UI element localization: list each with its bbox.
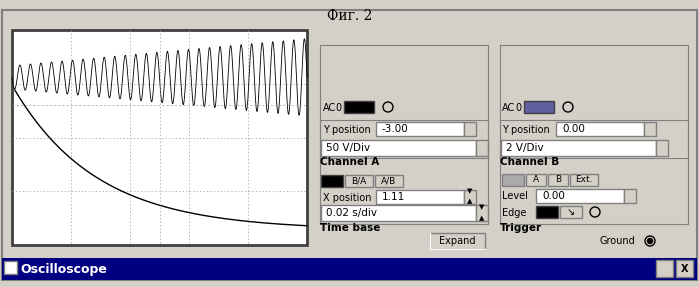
Bar bbox=[502, 174, 524, 186]
Text: Level: Level bbox=[502, 191, 528, 201]
Text: AC: AC bbox=[323, 103, 336, 113]
Bar bbox=[501, 140, 656, 156]
Text: A/B: A/B bbox=[382, 177, 396, 185]
Text: Channel A: Channel A bbox=[320, 157, 380, 167]
Text: 1.11: 1.11 bbox=[382, 192, 405, 202]
Text: 0.02 s/div: 0.02 s/div bbox=[326, 208, 377, 218]
Text: -3.00: -3.00 bbox=[382, 124, 409, 134]
Bar bbox=[464, 122, 476, 136]
Text: Ground: Ground bbox=[600, 236, 636, 246]
Bar bbox=[536, 189, 624, 203]
Bar bbox=[4, 261, 17, 274]
Bar bbox=[345, 175, 373, 187]
Bar bbox=[624, 189, 636, 203]
Text: 0: 0 bbox=[515, 103, 521, 113]
Text: ▲: ▲ bbox=[468, 198, 473, 204]
Bar bbox=[464, 190, 476, 204]
Circle shape bbox=[563, 102, 573, 112]
Circle shape bbox=[383, 102, 393, 112]
Bar bbox=[430, 233, 485, 249]
Text: 0: 0 bbox=[335, 103, 341, 113]
Text: X: X bbox=[681, 263, 689, 274]
Text: 0.00: 0.00 bbox=[542, 191, 565, 201]
Bar bbox=[476, 205, 488, 221]
Text: Expand: Expand bbox=[439, 236, 475, 246]
Bar bbox=[676, 260, 693, 277]
Text: Y position: Y position bbox=[502, 125, 549, 135]
Text: X position: X position bbox=[323, 193, 371, 203]
Bar bbox=[344, 101, 374, 113]
Text: Trigger: Trigger bbox=[500, 223, 542, 233]
Bar bbox=[376, 190, 464, 204]
Text: ↘: ↘ bbox=[567, 207, 575, 217]
Bar bbox=[644, 122, 656, 136]
Bar bbox=[524, 101, 554, 113]
Bar bbox=[570, 174, 598, 186]
Circle shape bbox=[645, 236, 655, 246]
Bar bbox=[321, 175, 343, 187]
Bar bbox=[656, 140, 668, 156]
Text: B/A: B/A bbox=[352, 177, 366, 185]
Text: ▼: ▼ bbox=[468, 188, 473, 194]
Text: 50 V/Div: 50 V/Div bbox=[326, 143, 370, 153]
Text: AC: AC bbox=[502, 103, 515, 113]
Text: Ext.: Ext. bbox=[575, 175, 593, 185]
Bar bbox=[2, 258, 697, 280]
Bar bbox=[321, 205, 476, 221]
Bar bbox=[548, 174, 568, 186]
Bar bbox=[656, 260, 673, 277]
Bar bbox=[321, 140, 476, 156]
Text: 2 V/Div: 2 V/Div bbox=[506, 143, 544, 153]
Bar bbox=[560, 206, 582, 218]
Text: Channel B: Channel B bbox=[500, 157, 559, 167]
Text: Y position: Y position bbox=[323, 125, 370, 135]
Bar bbox=[476, 140, 488, 156]
Bar bbox=[526, 174, 546, 186]
Bar bbox=[375, 175, 403, 187]
Text: B: B bbox=[555, 175, 561, 185]
Text: ▼: ▼ bbox=[480, 204, 484, 210]
Bar bbox=[536, 206, 558, 218]
Bar bbox=[376, 122, 464, 136]
Bar bbox=[12, 30, 307, 245]
Bar bbox=[556, 122, 644, 136]
Text: Edge: Edge bbox=[502, 208, 526, 218]
Text: 0.00: 0.00 bbox=[562, 124, 585, 134]
Circle shape bbox=[590, 207, 600, 217]
Text: Фиг. 2: Фиг. 2 bbox=[327, 9, 372, 23]
Text: ▲: ▲ bbox=[480, 215, 484, 221]
Text: Oscilloscope: Oscilloscope bbox=[20, 263, 107, 276]
Circle shape bbox=[647, 238, 652, 243]
Text: A: A bbox=[533, 175, 539, 185]
Text: Time base: Time base bbox=[320, 223, 380, 233]
